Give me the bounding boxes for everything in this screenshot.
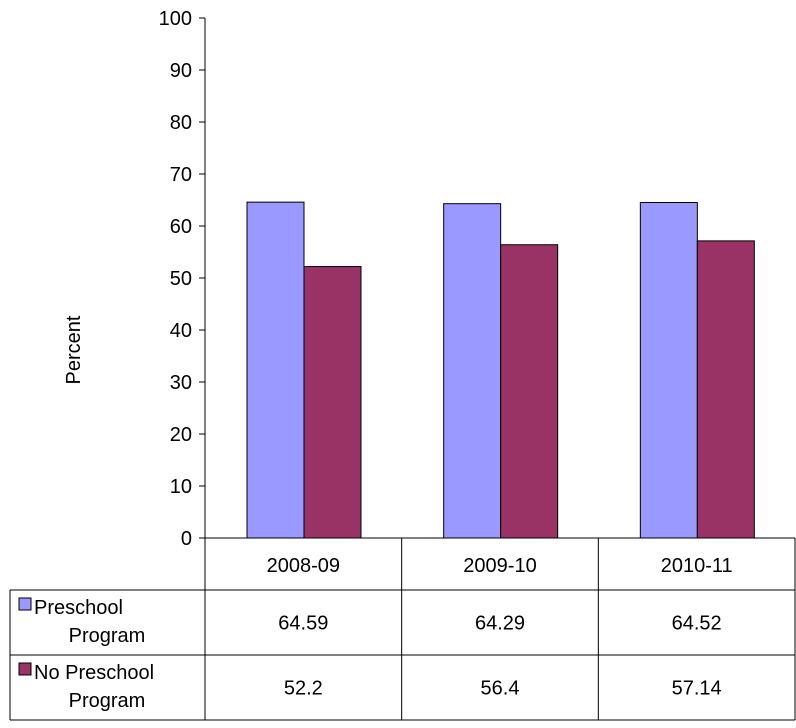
y-tick-label: 20 (170, 424, 192, 446)
y-tick-label: 30 (170, 372, 192, 394)
legend-label-line: No Preschool (34, 662, 154, 684)
y-tick-label: 40 (170, 320, 192, 342)
bar-2008-09-series-1 (246, 201, 305, 539)
data-label: 52.2 (284, 678, 323, 700)
y-axis: 0 10 20 30 40 50 60 70 80 90 100 (159, 8, 206, 550)
y-tick-label: 80 (170, 112, 192, 134)
data-label: 56.4 (481, 678, 520, 700)
bars (246, 201, 755, 539)
data-table: 2008-09 2009-10 2010-11 Preschool Program 64.… (9, 537, 796, 721)
y-tick-label: 60 (170, 216, 192, 238)
bar-2009-10-series-1 (443, 203, 502, 539)
bar-2010-11-series-2 (696, 240, 755, 539)
bar-2009-10-series-2 (500, 244, 559, 539)
data-label: 64.52 (672, 613, 722, 635)
legend-label-line: Program (69, 625, 146, 647)
y-tick-label: 0 (181, 528, 192, 550)
x-tick-label: 2009-10 (463, 555, 536, 577)
y-tick-label: 50 (170, 268, 192, 290)
legend-swatch-series-2 (18, 662, 32, 676)
y-tick-label: 100 (159, 8, 192, 30)
data-label: 64.59 (278, 613, 328, 635)
data-label: 64.29 (475, 613, 525, 635)
y-tick-label: 90 (170, 60, 192, 82)
x-tick-label: 2010-11 (661, 555, 733, 577)
legend-label-line: Program (69, 690, 146, 712)
data-label: 57.14 (672, 678, 722, 700)
y-axis-label: Percent (63, 315, 85, 384)
y-tick-label: 70 (170, 164, 192, 186)
x-tick-label: 2008-09 (267, 555, 340, 577)
legend-label-line: Preschool (34, 597, 123, 619)
legend-swatch-series-1 (18, 597, 32, 611)
y-tick-label: 10 (170, 476, 192, 498)
bar-2008-09-series-2 (303, 266, 362, 539)
bar-2010-11-series-1 (639, 201, 698, 539)
